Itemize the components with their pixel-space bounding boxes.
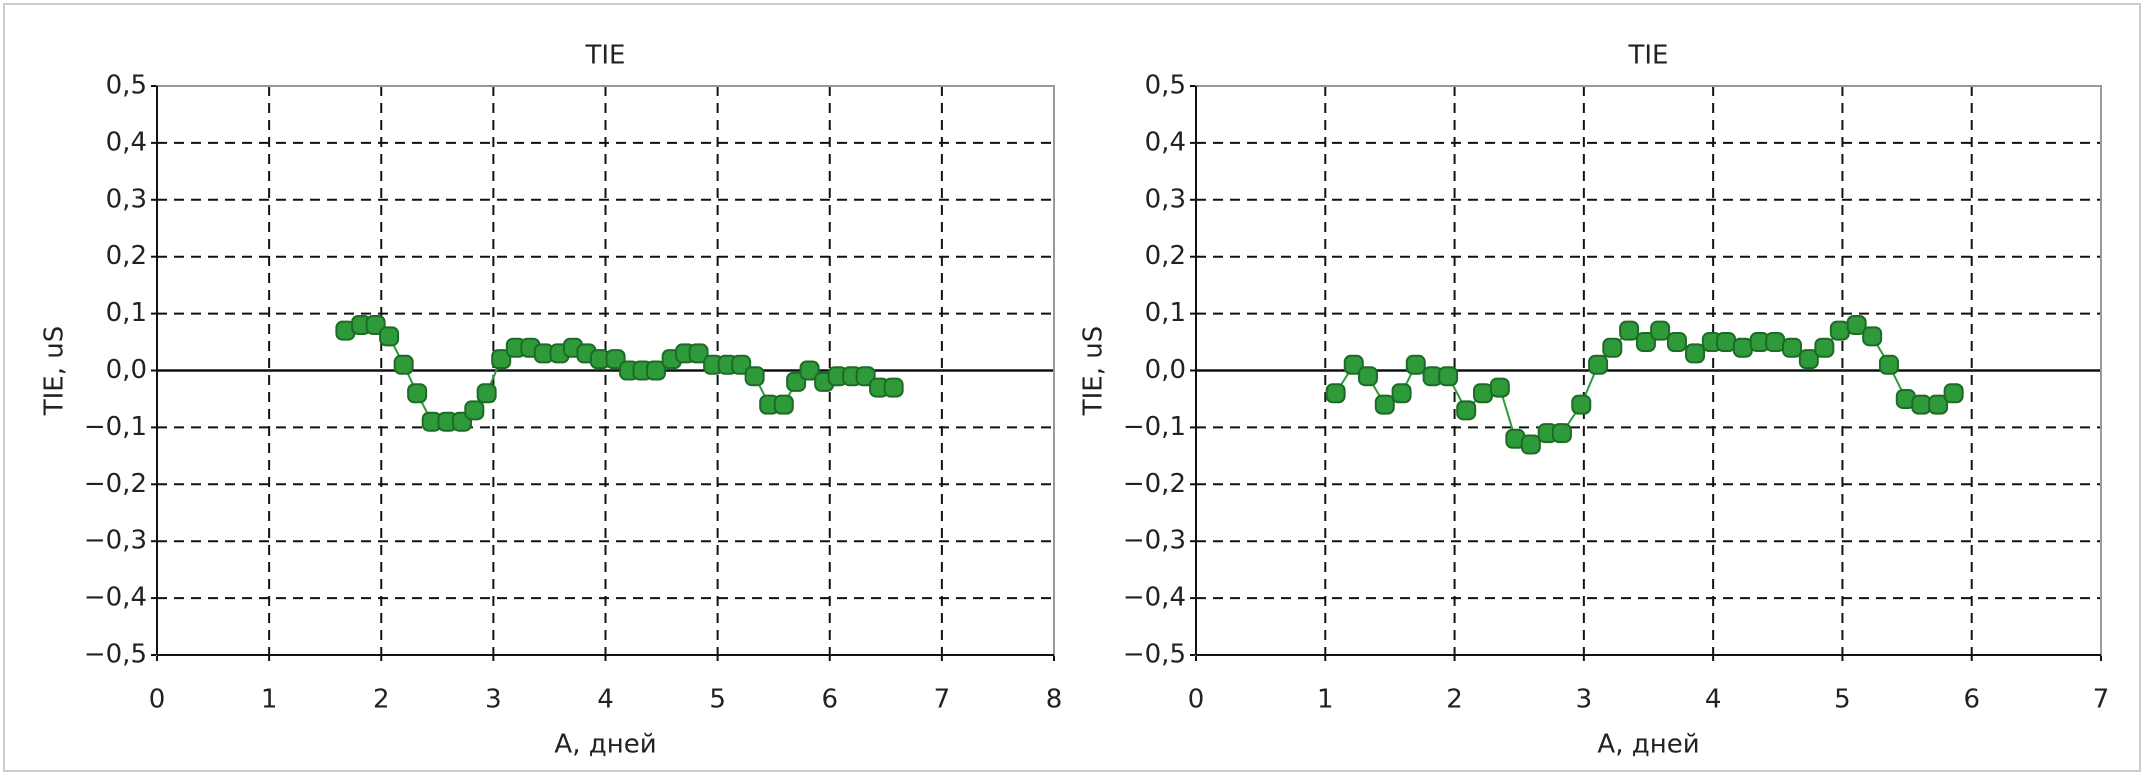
x-tick-label: 2 <box>1446 685 1463 715</box>
data-point <box>379 326 400 347</box>
data-point <box>1405 354 1426 375</box>
data-point <box>1588 354 1609 375</box>
y-tick-label: 0,5 <box>106 71 147 101</box>
data-point <box>1911 394 1932 415</box>
data-point <box>1814 337 1835 358</box>
y-tick-label: −0,5 <box>84 640 147 670</box>
data-point <box>605 349 626 370</box>
x-tick-label: 1 <box>1317 685 1334 715</box>
data-point <box>1343 354 1364 375</box>
data-point <box>1943 383 1964 404</box>
data-point <box>1829 320 1850 341</box>
y-tick-label: −0,3 <box>84 526 147 556</box>
data-point <box>688 343 709 364</box>
chart-title: TIE <box>1628 41 1669 71</box>
data-point <box>1520 434 1541 455</box>
y-tick-label: 0,5 <box>1145 71 1186 101</box>
y-tick-label: 0,2 <box>1145 241 1186 271</box>
data-point <box>1438 366 1459 387</box>
y-tick-label: −0,2 <box>84 469 147 499</box>
data-point <box>645 360 666 381</box>
x-tick-label: 4 <box>1705 685 1722 715</box>
x-tick-label: 0 <box>149 685 166 715</box>
y-tick-label: 0,0 <box>106 355 147 385</box>
y-tick-label: −0,1 <box>84 412 147 442</box>
y-tick-label: −0,3 <box>1123 526 1186 556</box>
data-point <box>1782 337 1803 358</box>
y-tick-label: −0,5 <box>1123 640 1186 670</box>
x-tick-label: 7 <box>934 685 951 715</box>
data-point <box>731 354 752 375</box>
y-tick-label: 0,3 <box>106 184 147 214</box>
x-tick-label: 1 <box>261 685 278 715</box>
y-tick-label: 0,2 <box>106 241 147 271</box>
data-point <box>407 383 428 404</box>
data-point <box>1602 337 1623 358</box>
x-tick-label: 6 <box>1963 685 1980 715</box>
x-tick-label: 5 <box>709 685 726 715</box>
y-tick-label: −0,1 <box>1123 412 1186 442</box>
data-point <box>491 349 512 370</box>
x-tick-label: 4 <box>597 685 614 715</box>
x-tick-label: 6 <box>821 685 838 715</box>
data-point <box>786 371 807 392</box>
data-point <box>1391 383 1412 404</box>
x-tick-label: 0 <box>1188 685 1205 715</box>
x-tick-label: 2 <box>373 685 390 715</box>
data-point <box>1357 366 1378 387</box>
data-point <box>744 366 765 387</box>
data-point <box>476 383 497 404</box>
chart-title: TIE <box>585 41 626 71</box>
y-tick-label: 0,1 <box>1145 298 1186 328</box>
y-tick-label: −0,4 <box>1123 583 1186 613</box>
x-tick-label: 3 <box>1576 685 1593 715</box>
x-tick-label: 5 <box>1834 685 1851 715</box>
data-point <box>1551 423 1572 444</box>
data-point <box>464 400 485 421</box>
y-tick-label: −0,4 <box>84 583 147 613</box>
data-point <box>365 314 386 335</box>
data-point <box>1732 337 1753 358</box>
data-point <box>1374 394 1395 415</box>
data-point <box>1878 354 1899 375</box>
data-point <box>393 354 414 375</box>
y-tick-label: 0,3 <box>1145 184 1186 214</box>
x-axis-label: A, дней <box>554 730 656 760</box>
data-point <box>1650 320 1671 341</box>
data-point <box>1571 394 1592 415</box>
data-point <box>1473 383 1494 404</box>
data-point <box>1716 332 1737 353</box>
data-point <box>1456 400 1477 421</box>
data-point <box>1765 332 1786 353</box>
x-tick-label: 3 <box>485 685 502 715</box>
data-point <box>1862 326 1883 347</box>
data-point <box>855 366 876 387</box>
data-point <box>1489 377 1510 398</box>
data-point <box>1666 332 1687 353</box>
data-point <box>1928 394 1949 415</box>
data-point <box>1325 383 1346 404</box>
data-point <box>1685 343 1706 364</box>
y-tick-label: −0,2 <box>1123 469 1186 499</box>
data-point <box>799 360 820 381</box>
x-axis-label: A, дней <box>1597 730 1699 760</box>
data-point <box>1619 320 1640 341</box>
data-point <box>1798 349 1819 370</box>
y-axis-label: TIE, uS <box>40 326 70 417</box>
y-axis-label: TIE, uS <box>1079 326 1109 417</box>
y-tick-label: 0,4 <box>106 127 147 157</box>
y-tick-label: 0,1 <box>106 298 147 328</box>
x-tick-label: 7 <box>2093 685 2110 715</box>
data-point <box>773 394 794 415</box>
data-point <box>1846 314 1867 335</box>
data-point <box>1635 332 1656 353</box>
x-tick-label: 8 <box>1046 685 1063 715</box>
y-tick-label: 0,4 <box>1145 127 1186 157</box>
data-point <box>883 377 904 398</box>
y-tick-label: 0,0 <box>1145 355 1186 385</box>
